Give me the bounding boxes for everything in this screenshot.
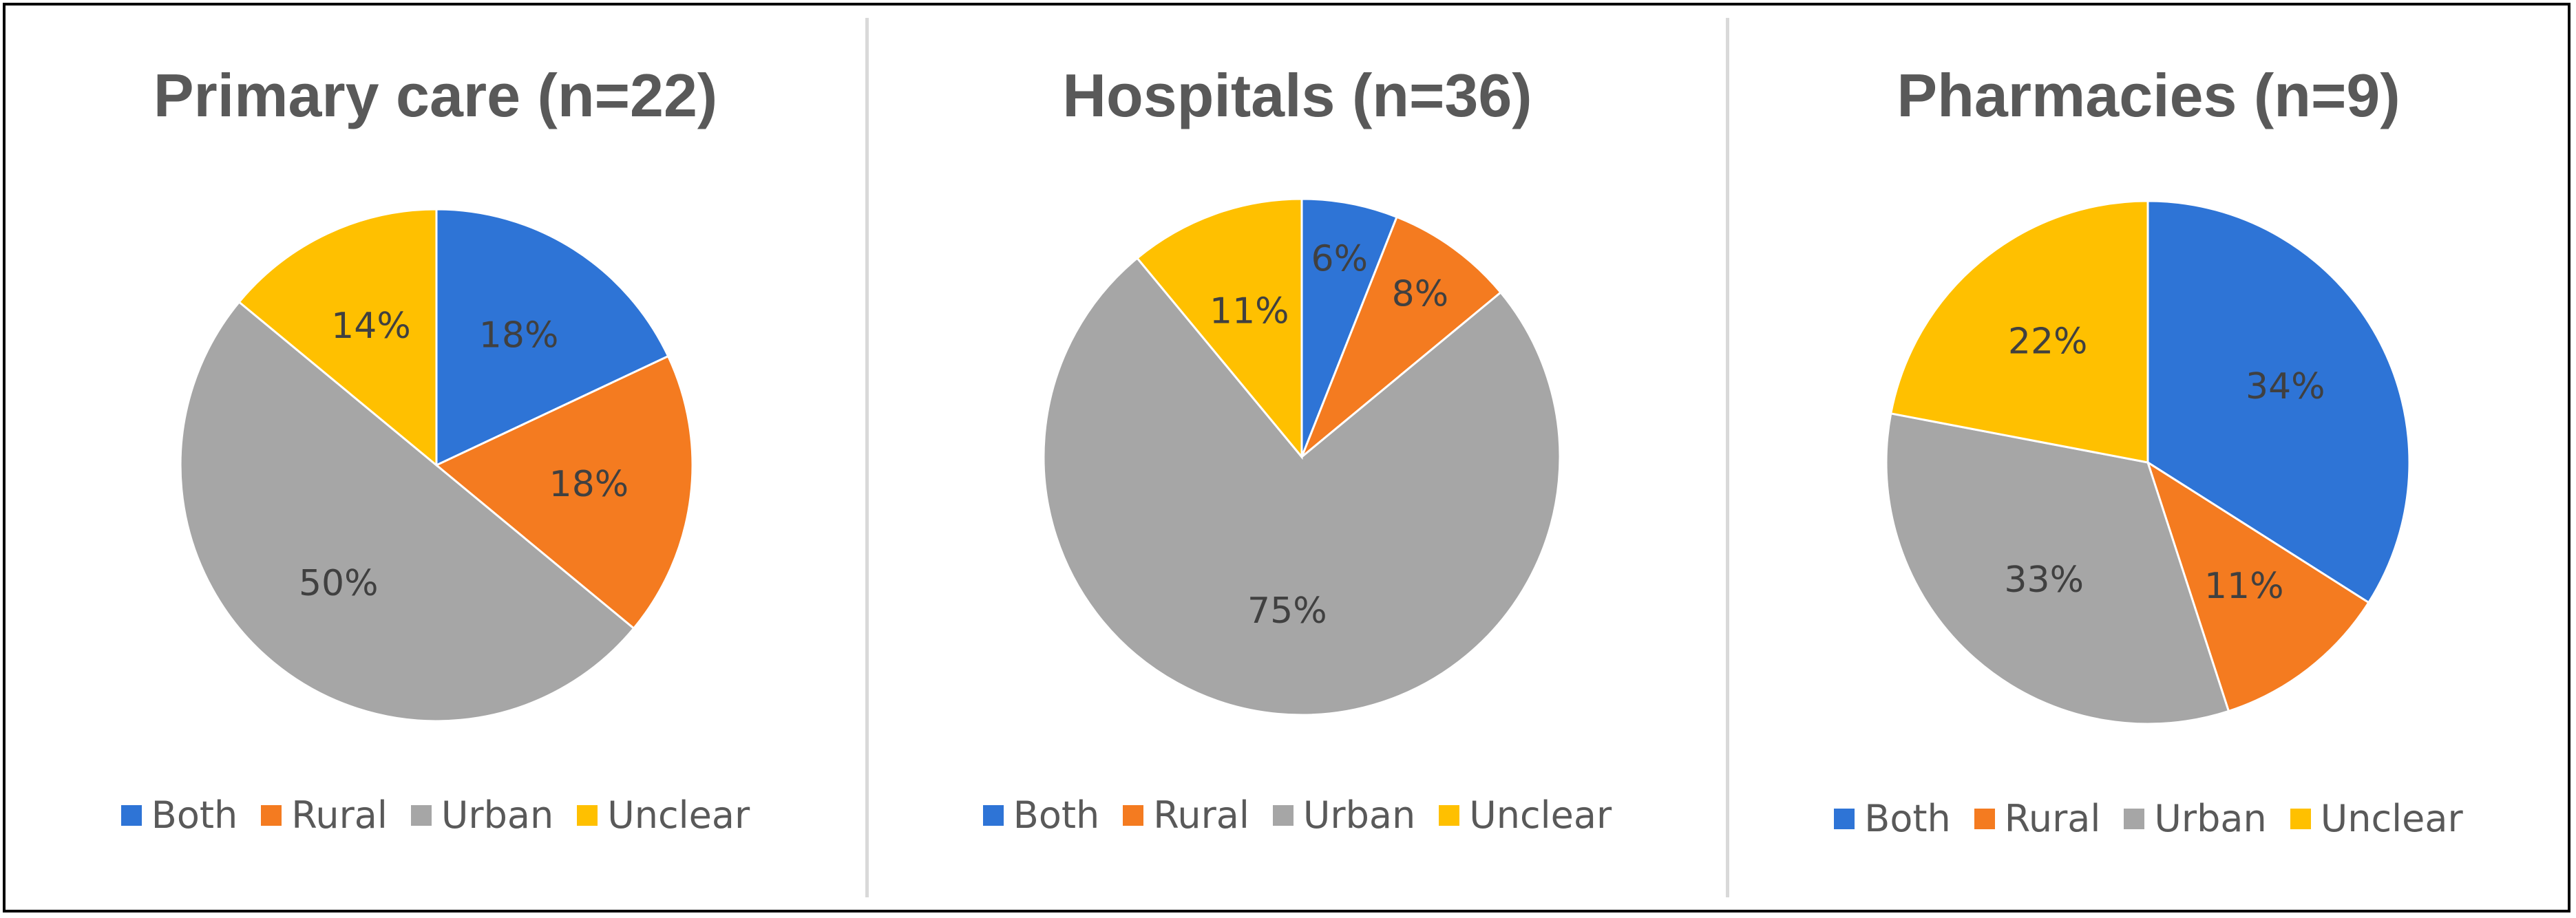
legend-label: Rural [291,793,388,837]
legend-item-both: Both [982,793,1100,837]
slice-label-urban: 50% [299,563,379,604]
chart-title: Primary care (n=22) [153,61,718,129]
figure-frame: Primary care (n=22) 18% 18% 50% 14% Both Rur… [3,3,2570,912]
slice-label-urban: 33% [2004,559,2084,601]
slice-label-both: 6% [1311,239,1369,280]
legend-item-urban: Urban [1272,793,1416,837]
legend: Both Rural Urban Unclear [6,793,865,837]
legend-item-urban: Urban [410,793,554,837]
chart-title: Hospitals (n=36) [1062,61,1532,129]
pie-slice-unclear [1135,198,1303,460]
legend-item-unclear: Unclear [577,793,750,837]
pie-chart: 18% 18% 50% 14% [179,208,694,723]
legend-label: Urban [2154,797,2267,840]
pie-slice-rural [1300,215,1503,458]
chart-panel-pharmacies: Pharmacies (n=9) 34% 11% 33% 22% Both Rural U… [1729,6,2568,915]
legend-item-both: Both [1834,797,1951,840]
legend-swatch [410,804,432,826]
legend-label: Rural [2004,797,2101,840]
legend-label: Urban [441,793,554,837]
chart-panel-primary-care: Primary care (n=22) 18% 18% 50% 14% Both Rur… [6,6,865,915]
slice-label-unclear: 14% [331,306,411,347]
pie-chart: 6% 8% 75% 11% [1042,198,1561,716]
legend-label: Unclear [2320,797,2463,840]
legend-swatch [1834,808,1855,829]
legend-item-rural: Rural [1974,797,2101,840]
legend-swatch [577,804,598,826]
pie-chart: 34% 11% 33% 22% [1885,200,2411,725]
legend-swatch [1272,804,1294,826]
legend-swatch [2290,808,2311,829]
legend-item-unclear: Unclear [2290,797,2463,840]
legend-label: Both [1864,797,1951,840]
pie-slice-unclear [1889,200,2149,464]
slice-label-rural: 11% [2204,566,2284,607]
pie-slice-both [435,208,670,467]
legend-swatch [261,804,282,826]
slice-label-unclear: 11% [1210,290,1289,332]
legend-label: Both [1013,793,1100,837]
legend: Both Rural Urban Unclear [1729,797,2568,840]
legend-label: Unclear [1469,793,1612,837]
legend: Both Rural Urban Unclear [869,793,1726,837]
slice-label-both: 18% [479,315,559,356]
pie-slice-unclear [237,208,438,468]
legend-swatch [982,804,1004,826]
legend-swatch [2124,808,2145,829]
slice-label-both: 34% [2246,366,2325,407]
pie-slice-both [2146,200,2411,604]
slice-label-urban: 75% [1247,590,1327,632]
legend-item-rural: Rural [261,793,388,837]
legend-label: Unclear [607,793,750,837]
panel-divider-1 [865,18,869,897]
legend-label: Both [151,793,238,837]
legend-item-urban: Urban [2124,797,2267,840]
panel-divider-2 [1726,18,1729,897]
legend-swatch [1439,804,1460,826]
pie-slice-rural [434,354,694,630]
chart-title: Pharmacies (n=9) [1897,61,2400,129]
pie-slice-rural [2146,460,2370,713]
legend-label: Urban [1302,793,1416,837]
pie-slice-urban [1885,412,2230,725]
slice-label-unclear: 22% [2008,321,2088,362]
legend-swatch [120,804,142,826]
slice-label-rural: 18% [549,464,629,505]
legend-swatch [1123,804,1144,826]
chart-panel-hospitals: Hospitals (n=36) 6% 8% 75% 11% Both Rural Urb… [869,6,1726,915]
legend-label: Rural [1153,793,1249,837]
pie-slice-urban [1042,256,1561,716]
legend-swatch [1974,808,1995,829]
slice-label-rural: 8% [1392,273,1449,314]
legend-item-rural: Rural [1123,793,1249,837]
legend-item-both: Both [120,793,238,837]
legend-item-unclear: Unclear [1439,793,1612,837]
pie-slice-both [1300,198,1398,458]
pie-slice-urban [179,300,635,723]
